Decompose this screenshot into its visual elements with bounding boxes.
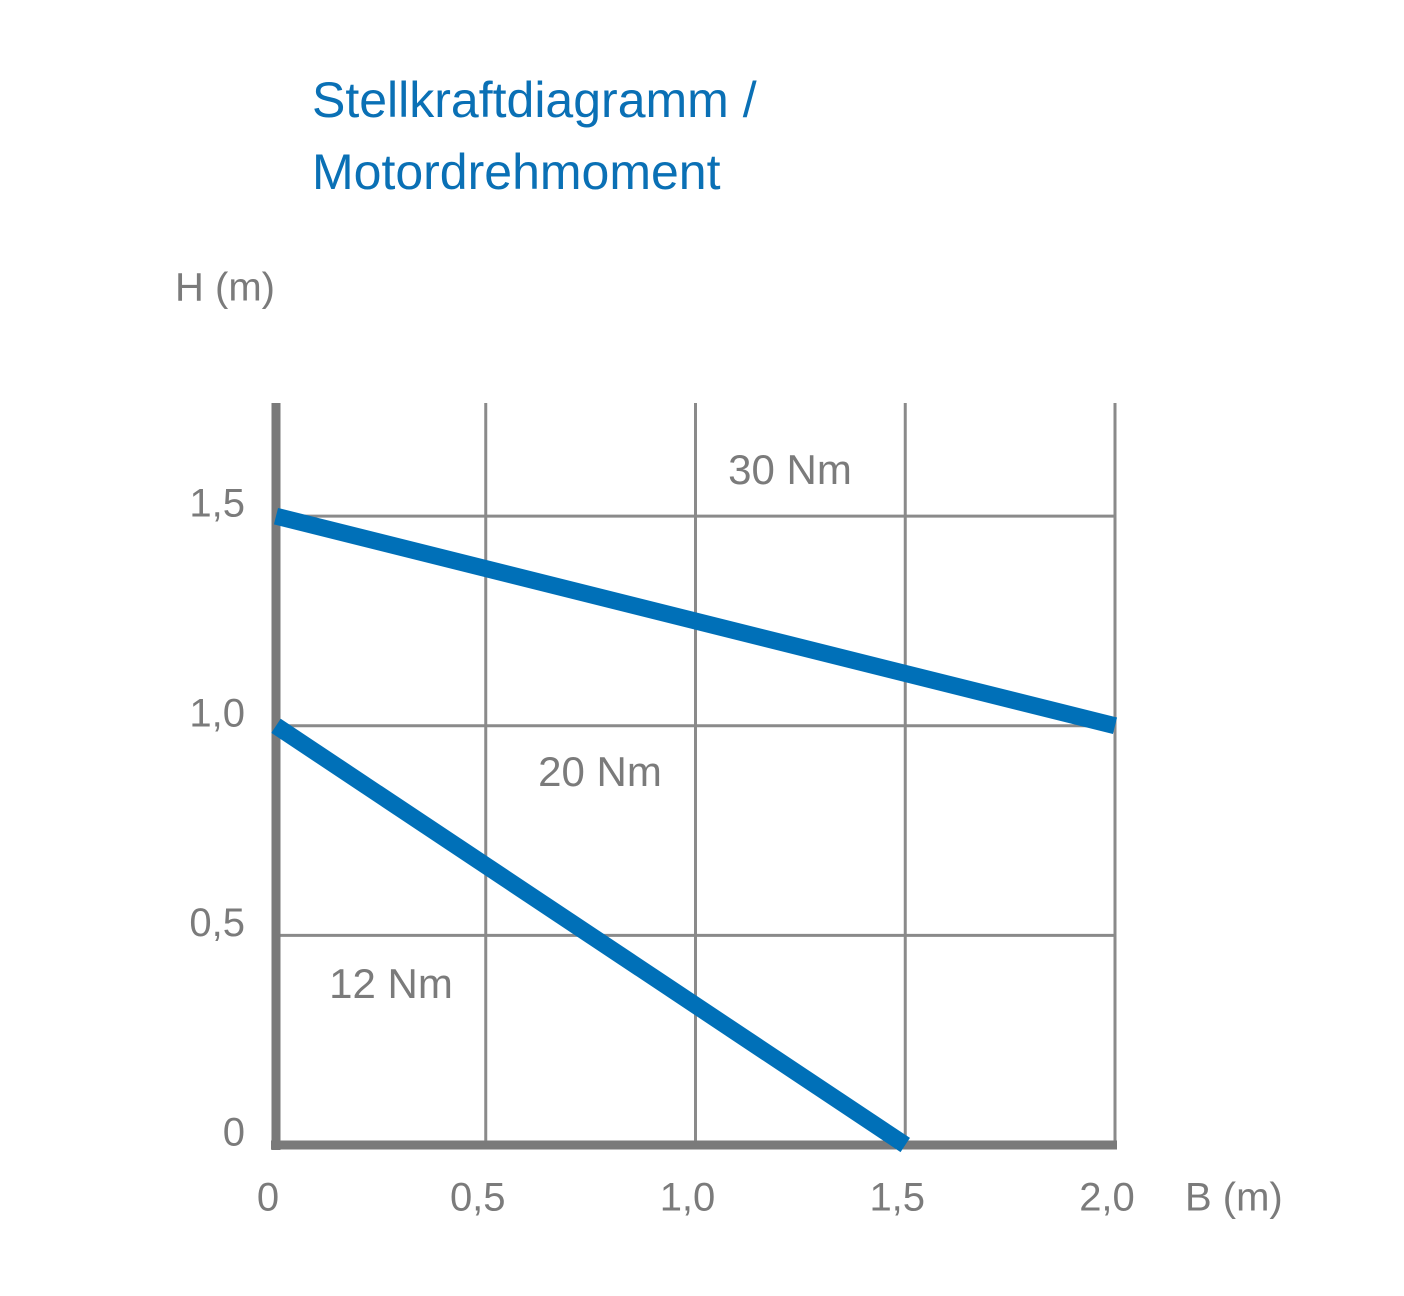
y-axis-label: H (m) bbox=[175, 266, 275, 310]
x-tick-label: 1,0 bbox=[660, 1176, 716, 1220]
x-tick-label: 1,5 bbox=[869, 1176, 925, 1220]
chart-title: Stellkraftdiagramm / bbox=[312, 72, 757, 128]
y-tick-label: 0,5 bbox=[189, 901, 245, 945]
data-line bbox=[271, 718, 910, 1153]
chart-title: Motordrehmoment bbox=[312, 144, 721, 200]
data-line bbox=[273, 507, 1118, 735]
y-tick-label: 1,5 bbox=[189, 482, 245, 526]
x-axis-label: B (m) bbox=[1185, 1176, 1283, 1220]
annotation: 12 Nm bbox=[329, 960, 453, 1007]
y-tick-label: 0 bbox=[223, 1111, 245, 1155]
annotation: 30 Nm bbox=[728, 446, 852, 493]
x-tick-label: 0,5 bbox=[450, 1176, 506, 1220]
y-tick-label: 1,0 bbox=[189, 691, 245, 735]
x-tick-label: 2,0 bbox=[1079, 1176, 1135, 1220]
x-tick-label: 0 bbox=[257, 1176, 279, 1220]
annotation: 20 Nm bbox=[538, 748, 662, 795]
